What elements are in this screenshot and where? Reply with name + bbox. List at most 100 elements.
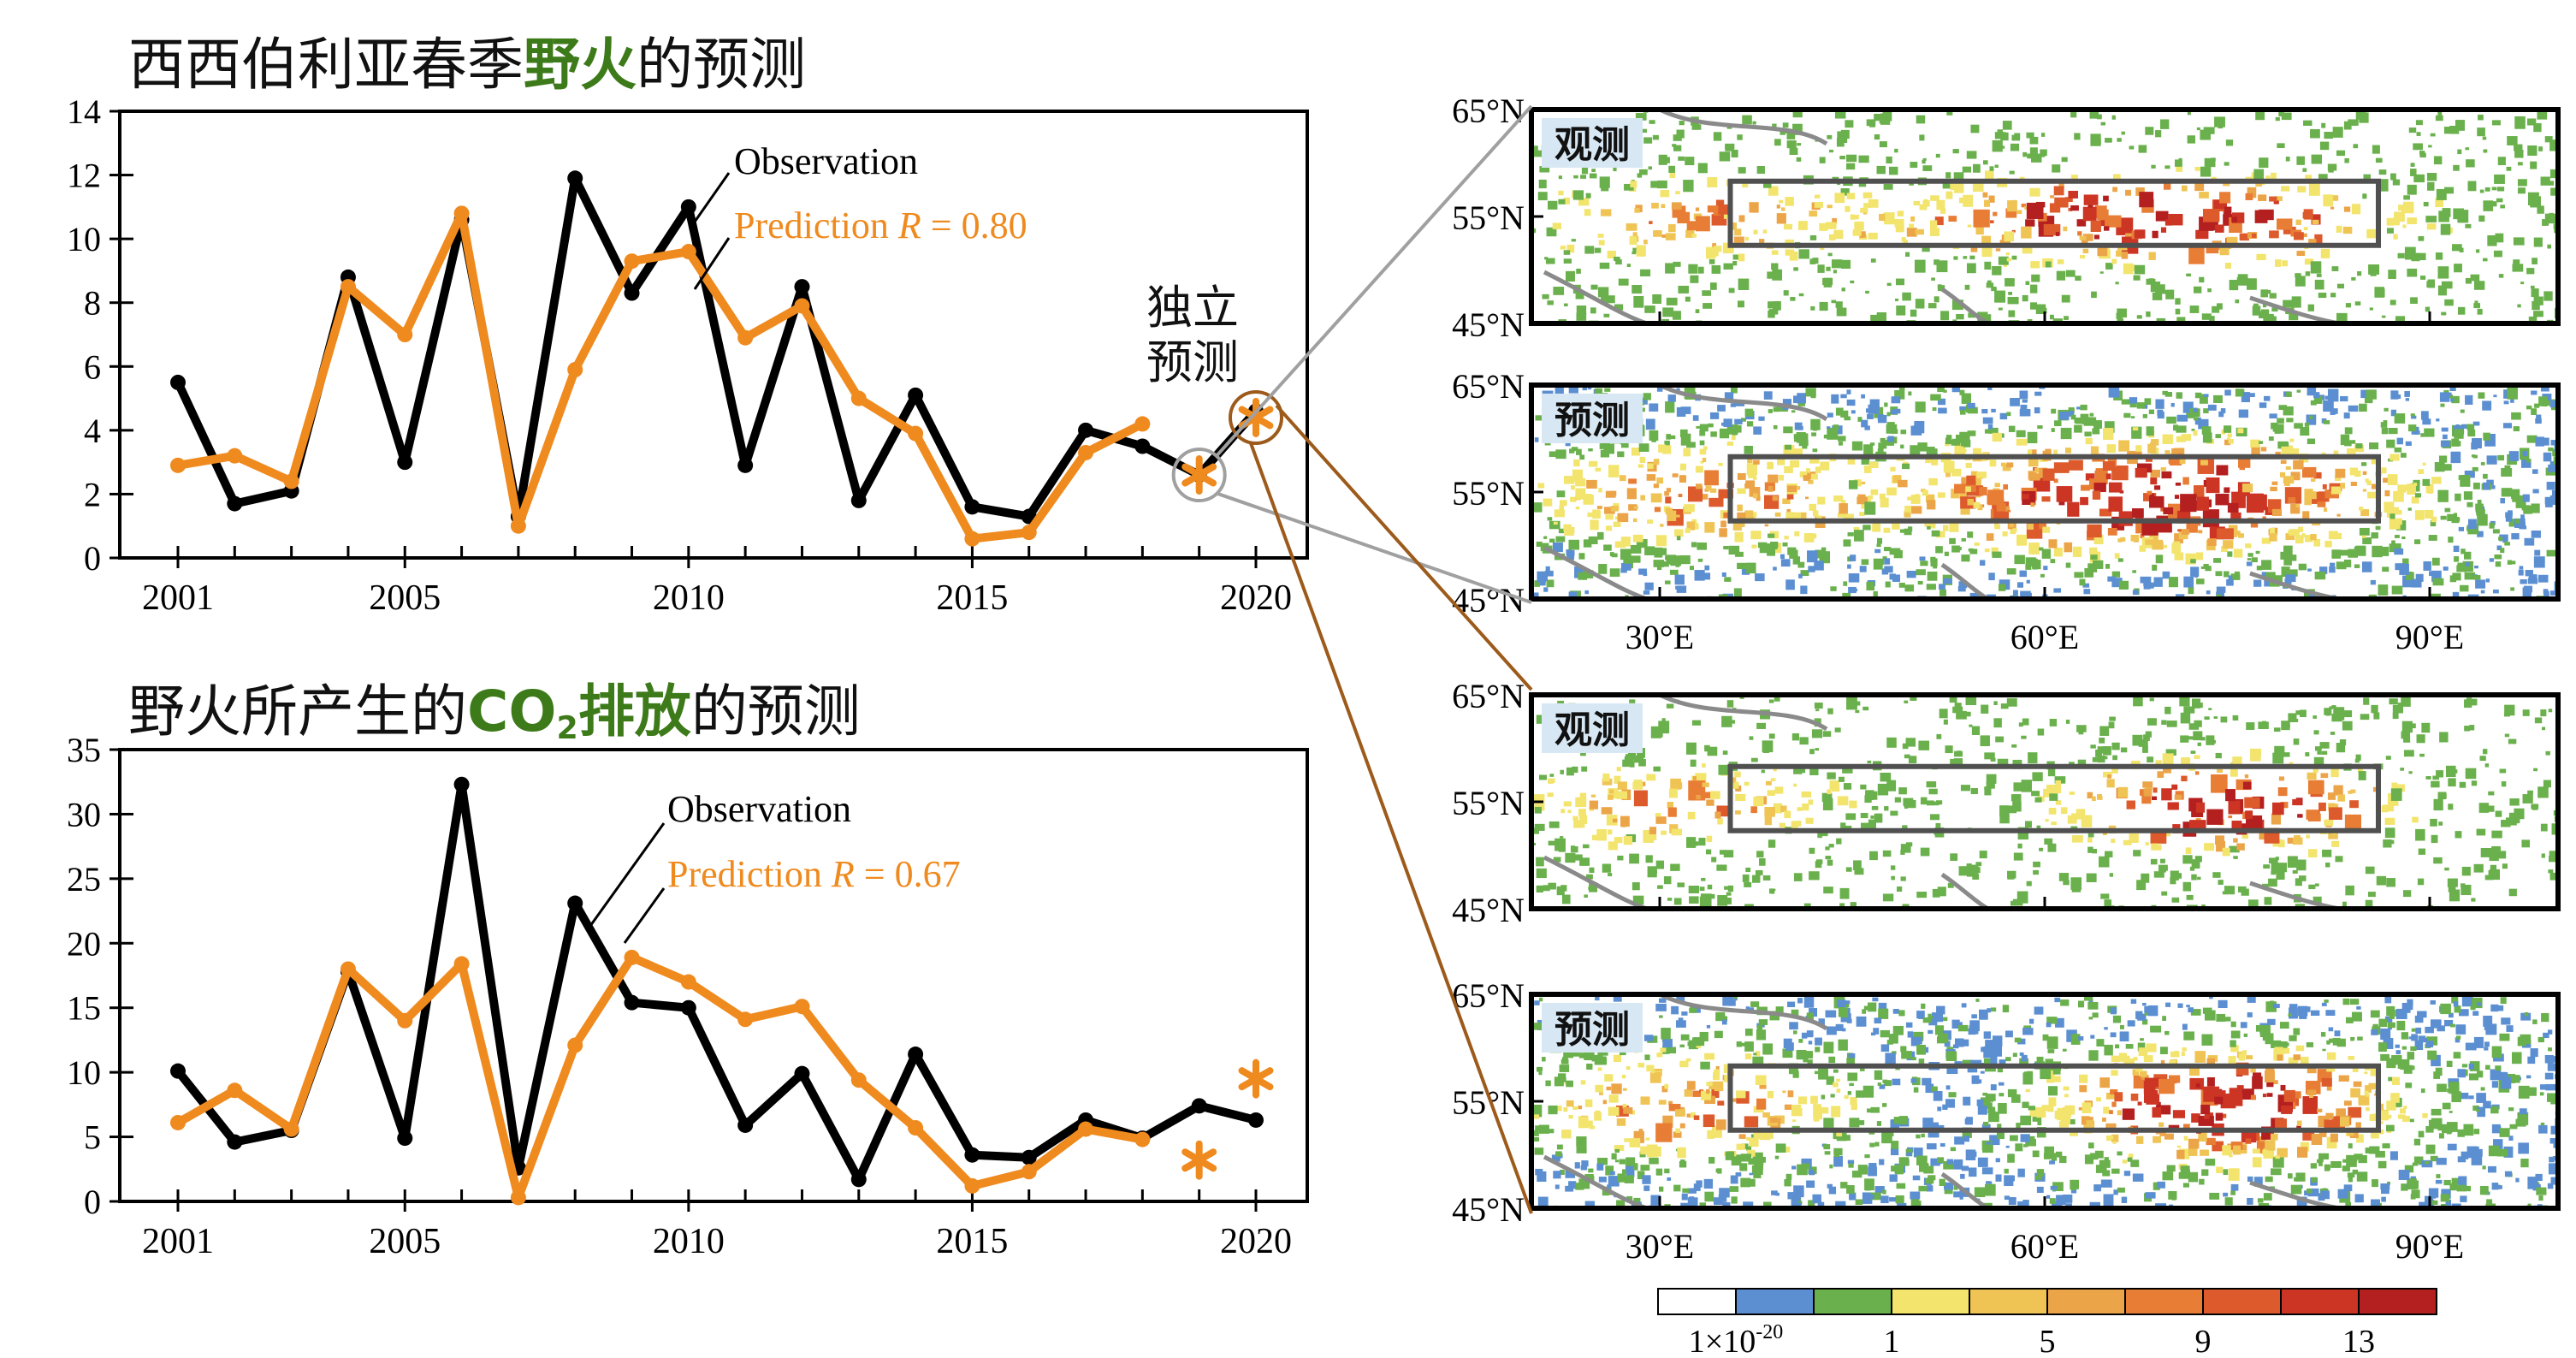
density-cell (2408, 572, 2413, 575)
density-cell (1563, 801, 1572, 807)
density-cell (1785, 444, 1792, 450)
density-cell (1676, 406, 1686, 417)
density-cell (2493, 250, 2502, 258)
density-cell (2424, 428, 2435, 437)
density-cell (1959, 406, 1967, 412)
density-cell (1688, 264, 1698, 274)
density-cell (2412, 816, 2419, 823)
density-cell (2517, 304, 2521, 308)
density-cell (2389, 519, 2401, 530)
density-cell (2002, 531, 2008, 537)
density-cell (2031, 558, 2038, 565)
density-cell (1589, 882, 1598, 892)
observation-leader (691, 172, 731, 225)
density-cell (2004, 506, 2010, 512)
density-cell (2354, 1153, 2363, 1160)
density-cell (2468, 1063, 2474, 1070)
prediction-annotation: Prediction R = 0.80 (734, 205, 1027, 246)
density-cell (2062, 1194, 2073, 1203)
density-cell (2230, 1093, 2243, 1106)
density-cell (2423, 561, 2431, 571)
density-cell (1933, 1090, 1943, 1101)
density-cell (1732, 254, 1741, 260)
density-cell (2437, 285, 2447, 296)
density-cell (1796, 821, 1802, 827)
density-cell (1638, 443, 1649, 452)
density-cell (1546, 227, 1557, 237)
independent-prediction-label: 独立 (1146, 282, 1239, 334)
density-cell (2130, 1159, 2140, 1167)
density-cell (2410, 169, 2417, 176)
density-cell (1664, 580, 1671, 584)
density-cell (1750, 1001, 1760, 1007)
density-cell (1798, 1039, 1803, 1043)
density-cell (2480, 1087, 2485, 1091)
density-cell (1836, 137, 1845, 147)
fire-title-suffix: 的预测 (637, 32, 806, 98)
density-cell (1728, 288, 1735, 294)
density-cell (1704, 470, 1719, 486)
density-cell (2320, 773, 2329, 779)
density-cell (1645, 1137, 1650, 1141)
density-cell (2414, 510, 2425, 520)
density-cell (2425, 776, 2431, 780)
density-cell (1896, 1183, 1906, 1189)
density-cell (2291, 296, 2301, 308)
density-cell (2270, 528, 2276, 534)
density-cell (1945, 191, 1953, 199)
density-cell (1628, 478, 1637, 484)
density-cell (2318, 1153, 2329, 1159)
density-cell (2505, 515, 2513, 522)
density-cell (1899, 529, 1905, 533)
density-cell (1951, 468, 1962, 477)
density-cell (2307, 772, 2317, 780)
density-cell (2330, 486, 2342, 495)
density-cell (2172, 541, 2181, 549)
density-cell (2425, 1126, 2434, 1133)
density-cell (2520, 459, 2532, 468)
density-cell (2356, 1005, 2361, 1010)
density-cell (2216, 465, 2229, 476)
density-cell (1954, 703, 1962, 709)
density-cell (2395, 316, 2405, 323)
density-cell (2391, 782, 2398, 789)
density-cell (2295, 1045, 2305, 1052)
density-cell (1640, 1146, 1649, 1155)
density-cell (1596, 506, 1602, 509)
density-cell (1840, 188, 1850, 196)
density-cell (1588, 448, 1593, 452)
density-cell (1937, 887, 1946, 897)
density-cell (2146, 311, 2151, 317)
density-cell (2549, 872, 2558, 881)
density-cell (1761, 1023, 1765, 1028)
x-tick-label: 2015 (936, 578, 1008, 618)
density-cell (2333, 785, 2343, 796)
density-cell (2099, 1077, 2110, 1088)
density-cell (1884, 806, 1889, 811)
density-cell (1563, 524, 1572, 532)
density-cell (2289, 1035, 2297, 1041)
density-cell (1686, 837, 1697, 848)
density-cell (1805, 817, 1814, 824)
density-cell (2311, 154, 2323, 164)
density-cell (2540, 386, 2549, 392)
density-cell (1572, 766, 1578, 774)
density-cell (1966, 263, 1976, 274)
density-cell (2175, 482, 2181, 486)
density-cell (2017, 1201, 2028, 1208)
density-cell (2070, 175, 2078, 180)
density-cell (2093, 234, 2099, 240)
density-cell (2218, 411, 2224, 418)
density-cell (2328, 1027, 2334, 1032)
density-cell (2488, 791, 2495, 796)
density-cell (1719, 151, 1731, 162)
density-cell (1614, 837, 1623, 844)
density-cell (2368, 1082, 2379, 1090)
density-cell (2274, 430, 2281, 434)
prediction-point (227, 1082, 243, 1099)
density-cell (2051, 408, 2057, 414)
density-cell (1620, 1050, 1626, 1056)
density-cell (1967, 430, 1976, 436)
density-cell (2407, 184, 2417, 195)
